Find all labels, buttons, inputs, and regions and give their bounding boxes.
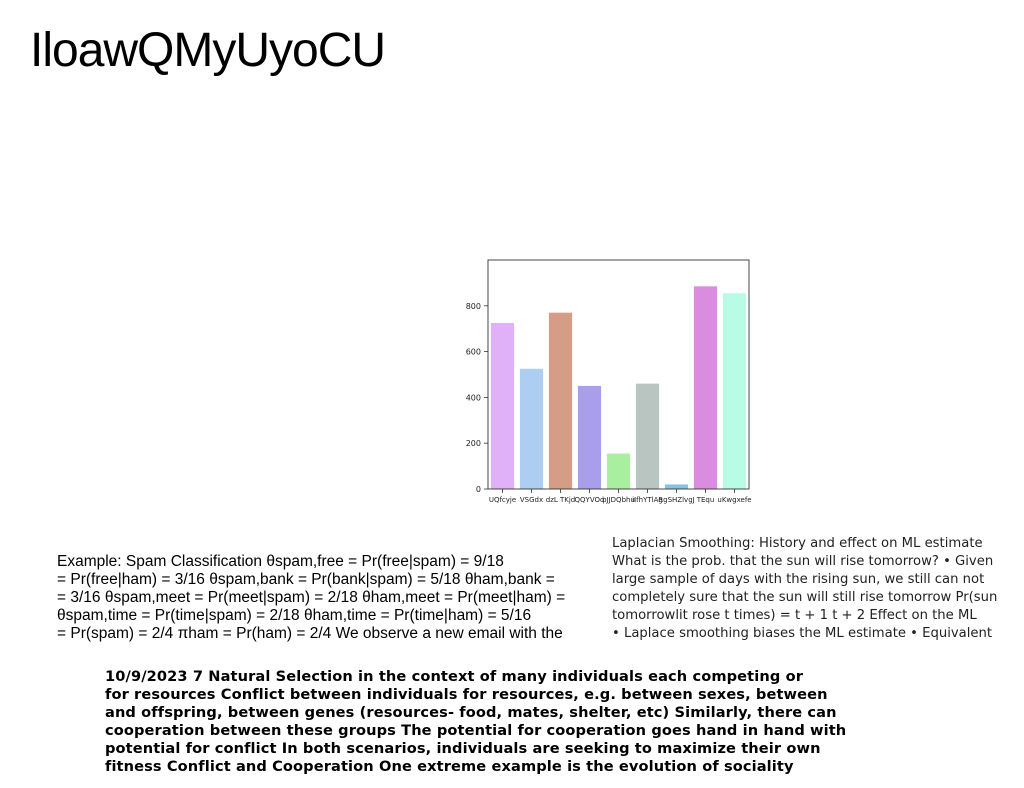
y-tick-label: 800 [466,302,481,311]
text-line: cooperation between these groups The pot… [105,722,847,739]
page-title: IloawQMyUyoCU [30,24,386,77]
x-tick-label: TEqu [696,496,715,504]
text-line: large sample of days with the rising sun… [612,572,985,587]
text-line: and offspring, between genes (resources-… [105,704,837,721]
x-tick-label: UQfcyje [489,496,516,504]
text-line: fitness Conflict and Cooperation One ext… [105,758,794,775]
spam-classification-text: Example: Spam Classification θspam,free … [57,553,587,643]
bar [519,368,544,489]
text-line: for resources Conflict between individua… [105,686,828,703]
bar [548,312,573,489]
x-tick-label: QQYVOq [575,496,605,504]
text-line: tomorrowlit rose t times) = t + 1 t + 2 … [612,608,977,623]
x-tick-label: bJJDQbhu [602,496,635,504]
y-tick-label: 200 [466,439,481,448]
text-line: What is the prob. that the sun will rise… [612,554,994,569]
text-line: 10/9/2023 7 Natural Selection in the con… [105,668,803,685]
y-tick-label: 0 [476,485,481,494]
text-line: = Pr(spam) = 2/4 πham = Pr(ham) = 2/4 We… [57,625,563,642]
text-line: completely sure that the sun will still … [612,590,998,605]
y-tick-label: 400 [466,393,481,402]
bar [722,293,747,489]
x-tick-label: dzL TKjd [546,496,576,504]
bar [490,322,515,489]
natural-selection-text: 10/9/2023 7 Natural Selection in the con… [105,668,865,776]
bar [664,484,689,489]
x-tick-label: RgSHZlvgJ [658,496,694,504]
bar [693,286,718,489]
x-tick-label: uKwgxefe [717,496,751,504]
bar [635,383,660,489]
bar-chart: 0 200 400 600 800 UQfcyje VSGdx dzL TKjd QQYVOq b… [445,250,760,515]
plot-frame [487,259,750,490]
x-tick-label: VSGdx [520,496,543,504]
laplacian-smoothing-text: Laplacian Smoothing: History and effect … [612,535,1022,643]
text-line: = Pr(free|ham) = 3/16 θspam,bank = Pr(ba… [57,571,555,588]
text-line: Laplacian Smoothing: History and effect … [612,536,983,551]
bar [577,385,602,489]
bar-chart-svg: 0 200 400 600 800 UQfcyje VSGdx dzL TKjd QQYVOqb… [466,259,752,504]
bar [606,453,631,489]
text-line: θspam,time = Pr(time|spam) = 2/18 θham,t… [57,607,532,624]
text-line: Example: Spam Classification θspam,free … [57,553,504,570]
text-line: • Laplace smoothing biases the ML estima… [612,626,993,641]
text-line: = 3/16 θspam,meet = Pr(meet|spam) = 2/18… [57,589,566,606]
text-line: potential for conflict In both scenarios… [105,740,821,757]
y-tick-label: 600 [466,348,481,357]
x-tick-label: iIfhYTlAg [632,496,663,504]
